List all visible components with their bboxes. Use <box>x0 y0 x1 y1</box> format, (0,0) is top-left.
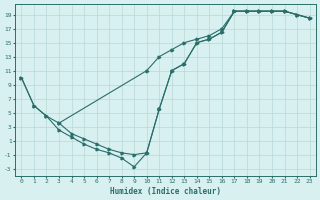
X-axis label: Humidex (Indice chaleur): Humidex (Indice chaleur) <box>110 187 221 196</box>
